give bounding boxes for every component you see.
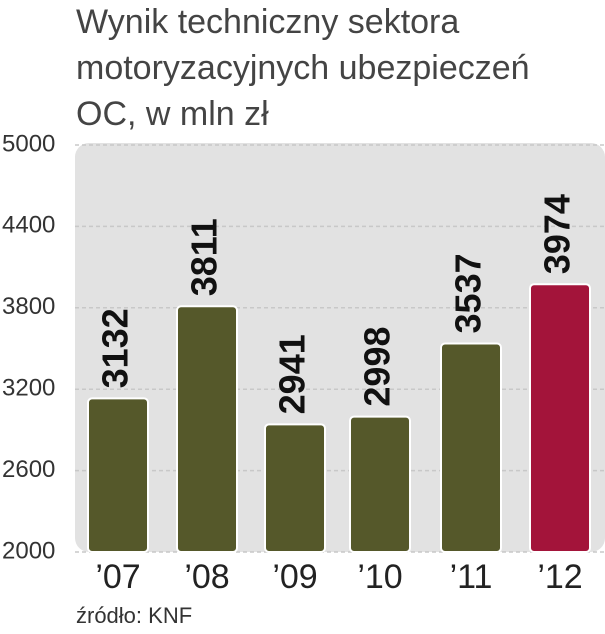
- y-tick-label: 5000: [2, 130, 55, 157]
- source: źródło: KNF: [76, 603, 192, 628]
- bar: [87, 397, 149, 553]
- value-label: 3132: [95, 308, 136, 388]
- value-label: 2941: [272, 334, 313, 414]
- value-label: 3974: [537, 194, 578, 274]
- y-tick-label: 2600: [2, 456, 55, 483]
- chart-title: motoryzacyjnych ubezpieczeń: [76, 49, 530, 87]
- chart-title: Wynik techniczny sektora: [76, 3, 459, 41]
- bar: [264, 423, 326, 554]
- bar: [529, 283, 591, 553]
- value-label: 2998: [357, 327, 398, 407]
- chart-title: OC, w mln zł: [76, 95, 269, 133]
- bar: [176, 305, 238, 554]
- y-tick-label: 3200: [2, 375, 55, 402]
- x-tick-label: ’11: [450, 558, 493, 596]
- y-tick-label: 3800: [2, 293, 55, 320]
- x-tick-label: ’07: [95, 558, 140, 596]
- plot-background: [75, 143, 605, 552]
- bar: [440, 342, 502, 554]
- y-tick-label: 2000: [2, 537, 55, 564]
- x-tick-label: ’08: [184, 558, 229, 596]
- x-tick-label: ’12: [537, 558, 582, 596]
- x-tick-label: ’10: [357, 558, 402, 596]
- x-tick-label: ’09: [272, 558, 317, 596]
- bar: [349, 415, 411, 554]
- value-label: 3811: [184, 218, 225, 296]
- y-tick-label: 4400: [2, 212, 55, 239]
- value-label: 3537: [448, 253, 489, 333]
